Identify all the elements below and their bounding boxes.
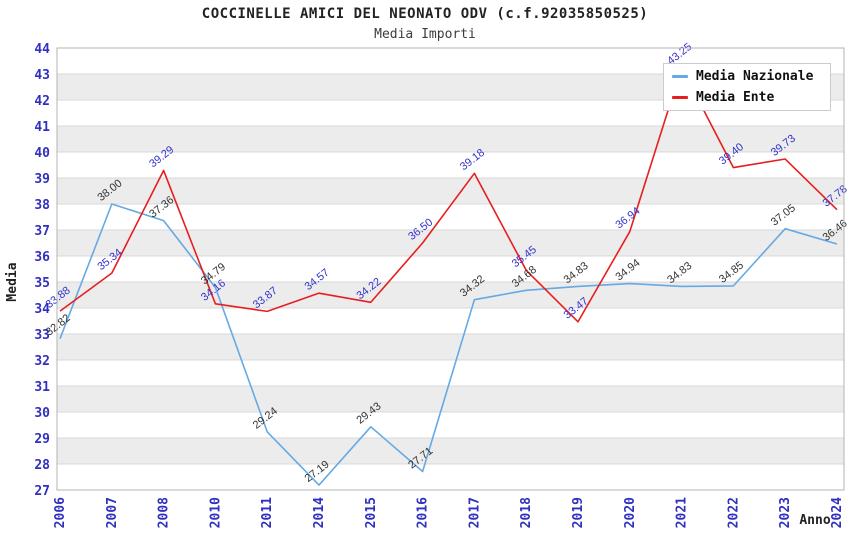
media-nazionale-line-swatch-icon bbox=[672, 75, 688, 78]
legend-label: Media Ente bbox=[696, 90, 775, 105]
x-tick-label: 2014 bbox=[312, 497, 327, 528]
band bbox=[57, 308, 844, 334]
y-tick-label: 28 bbox=[34, 458, 50, 473]
x-tick-label: 2015 bbox=[364, 497, 379, 528]
x-tick-label: 2022 bbox=[726, 497, 741, 528]
chart-title: COCCINELLE AMICI DEL NEONATO ODV (c.f.92… bbox=[201, 6, 649, 22]
x-tick-label: 2011 bbox=[260, 497, 275, 528]
y-tick-label: 35 bbox=[34, 276, 50, 291]
band bbox=[57, 464, 844, 490]
y-tick-label: 41 bbox=[34, 120, 50, 135]
y-tick-label: 34 bbox=[34, 302, 50, 317]
y-tick-label: 36 bbox=[34, 250, 50, 265]
y-axis-title: Media bbox=[5, 262, 20, 301]
media-ente-line-swatch-icon bbox=[672, 96, 688, 99]
y-tick-label: 30 bbox=[34, 406, 50, 421]
x-tick-label: 2010 bbox=[208, 497, 223, 528]
band bbox=[57, 438, 844, 464]
y-tick-label: 43 bbox=[34, 68, 50, 83]
band bbox=[57, 126, 844, 152]
x-axis-tick-labels: 2006 2007 2008 2010 2011 2014 2015 2016 2017 2018… bbox=[53, 497, 845, 528]
x-tick-label: 2020 bbox=[623, 497, 638, 528]
x-tick-label: 2019 bbox=[571, 497, 586, 528]
x-tick-label: 2008 bbox=[157, 497, 172, 528]
x-tick-label: 2024 bbox=[830, 497, 845, 528]
y-tick-label: 29 bbox=[34, 432, 50, 447]
x-tick-label: 2023 bbox=[778, 497, 793, 528]
legend: Media Nazionale Media Ente bbox=[663, 63, 831, 111]
y-tick-label: 39 bbox=[34, 172, 50, 187]
band bbox=[57, 256, 844, 282]
y-axis-tick-labels: 27 28 29 30 31 32 33 34 35 36 37 38 39 40 41 42 43 44 bbox=[34, 42, 50, 499]
plot-background-bands bbox=[57, 48, 844, 490]
y-tick-label: 37 bbox=[34, 224, 50, 239]
y-tick-label: 27 bbox=[34, 484, 50, 499]
series-lines bbox=[59, 66, 838, 486]
y-tick-label: 42 bbox=[34, 94, 50, 109]
y-tick-label: 32 bbox=[34, 354, 50, 369]
band bbox=[57, 334, 844, 360]
legend-label: Media Nazionale bbox=[696, 69, 814, 84]
y-tick-label: 44 bbox=[34, 42, 50, 57]
y-tick-label: 33 bbox=[34, 328, 50, 343]
band bbox=[57, 178, 844, 204]
x-tick-label: 2007 bbox=[105, 497, 120, 528]
legend-entry-media-nazionale: Media Nazionale bbox=[672, 69, 822, 84]
series-line-1 bbox=[59, 66, 838, 323]
x-tick-label: 2016 bbox=[416, 497, 431, 528]
band bbox=[57, 386, 844, 412]
x-tick-label: 2017 bbox=[467, 497, 482, 528]
band bbox=[57, 360, 844, 386]
x-tick-label: 2006 bbox=[53, 497, 68, 528]
plot-border bbox=[56, 47, 845, 491]
x-axis-title: Anno bbox=[799, 513, 830, 528]
y-tick-label: 40 bbox=[34, 146, 50, 161]
x-tick-label: 2021 bbox=[675, 497, 690, 528]
band bbox=[57, 152, 844, 178]
y-tick-label: 38 bbox=[34, 198, 50, 213]
band bbox=[57, 230, 844, 256]
legend-entry-media-ente: Media Ente bbox=[672, 90, 822, 105]
band bbox=[57, 204, 844, 230]
chart-subtitle: Media Importi bbox=[374, 27, 476, 42]
series-line-0 bbox=[59, 203, 838, 486]
x-tick-label: 2018 bbox=[519, 497, 534, 528]
band bbox=[57, 412, 844, 438]
y-tick-label: 31 bbox=[34, 380, 50, 395]
